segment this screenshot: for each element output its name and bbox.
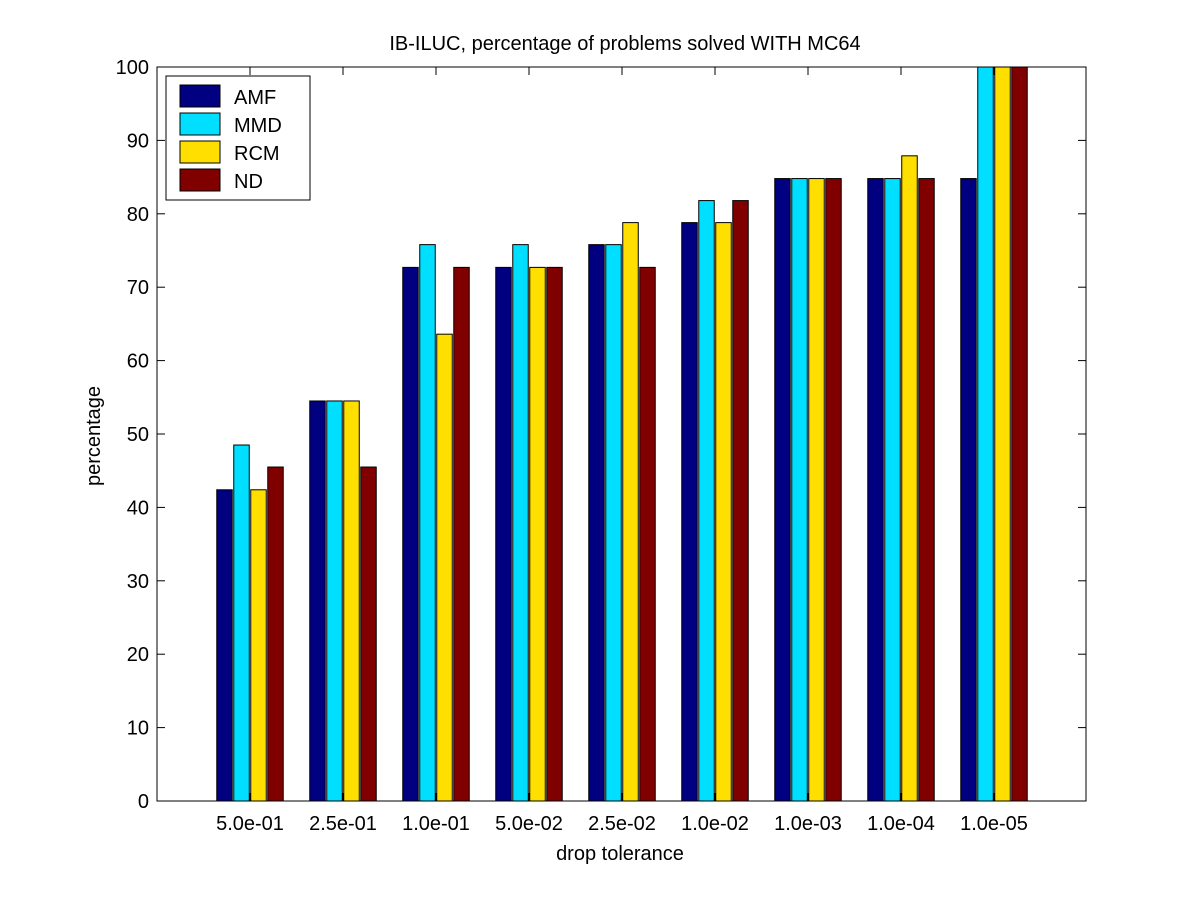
y-tick-label: 60 [127, 351, 149, 373]
legend-swatch-mmd [179, 112, 221, 136]
y-axis-label: percentage [83, 386, 105, 486]
legend-label-nd: ND [234, 171, 263, 193]
bar-mmd [977, 66, 994, 802]
bar-nd [639, 266, 656, 802]
plot-area: 0 10 20 30 40 50 60 70 80 90 100 5.0e-01 2.5e-01 1.0e… [116, 57, 1087, 835]
y-tick-label: 50 [127, 424, 149, 446]
bar-amf [960, 178, 977, 802]
bar-amf [867, 178, 884, 802]
bar-rcm [901, 155, 918, 802]
bar-amf [216, 489, 233, 802]
legend-label-rcm: RCM [234, 143, 280, 165]
bar-mmd [698, 200, 715, 802]
y-tick-label: 30 [127, 571, 149, 593]
bar-amf [681, 222, 698, 802]
y-tick-label: 40 [127, 497, 149, 519]
bar-rcm [808, 178, 825, 802]
bar-mmd [233, 444, 250, 802]
y-tick-label: 80 [127, 204, 149, 226]
y-tick-label: 70 [127, 277, 149, 299]
x-tick-label: 2.5e-02 [588, 813, 656, 835]
bar-amf [309, 400, 326, 802]
bar-rcm [715, 222, 732, 802]
legend-swatch-rcm [179, 140, 221, 164]
x-tick-label: 1.0e-05 [960, 813, 1028, 835]
x-tick-label: 1.0e-01 [402, 813, 470, 835]
x-tick-label: 5.0e-01 [216, 813, 284, 835]
bar-nd [453, 266, 470, 802]
y-tick-label: 10 [127, 718, 149, 740]
bar-mmd [512, 244, 529, 802]
bar-rcm [529, 266, 546, 802]
x-axis-label: drop tolerance [556, 843, 684, 865]
legend: AMF MMD RCM ND [165, 75, 311, 201]
bar-amf [495, 266, 512, 802]
bar-nd [360, 466, 377, 802]
bar-amf [774, 178, 791, 802]
y-tick-label: 100 [116, 57, 149, 79]
bar-mmd [884, 178, 901, 802]
bar-nd [267, 466, 284, 802]
bar-amf [402, 266, 419, 802]
bar-nd [546, 266, 563, 802]
x-tick-label: 1.0e-03 [774, 813, 842, 835]
x-tick-label: 2.5e-01 [309, 813, 377, 835]
bar-mmd [791, 178, 808, 802]
x-tick-label: 5.0e-02 [495, 813, 563, 835]
x-tick-label: 1.0e-04 [867, 813, 935, 835]
legend-swatch-nd [179, 168, 221, 192]
bar-mmd [605, 244, 622, 802]
legend-label-amf: AMF [234, 87, 276, 109]
bar-rcm [622, 222, 639, 802]
legend-label-mmd: MMD [234, 115, 282, 137]
legend-swatch-amf [179, 84, 221, 108]
y-tick-label: 20 [127, 644, 149, 666]
bar-amf [588, 244, 605, 802]
bar-rcm [994, 66, 1011, 802]
x-tick-label: 1.0e-02 [681, 813, 749, 835]
y-tick-label: 0 [138, 791, 149, 813]
bar-mmd [326, 400, 343, 802]
chart-title: IB-ILUC, percentage of problems solved W… [389, 33, 860, 55]
bar-nd [1011, 66, 1028, 802]
bar-nd [918, 178, 935, 802]
bar-rcm [436, 333, 453, 802]
bar-nd [732, 200, 749, 802]
bar-rcm [250, 489, 267, 802]
bar-nd [825, 178, 842, 802]
bar-rcm [343, 400, 360, 802]
y-tick-label: 90 [127, 130, 149, 152]
bar-mmd [419, 244, 436, 802]
